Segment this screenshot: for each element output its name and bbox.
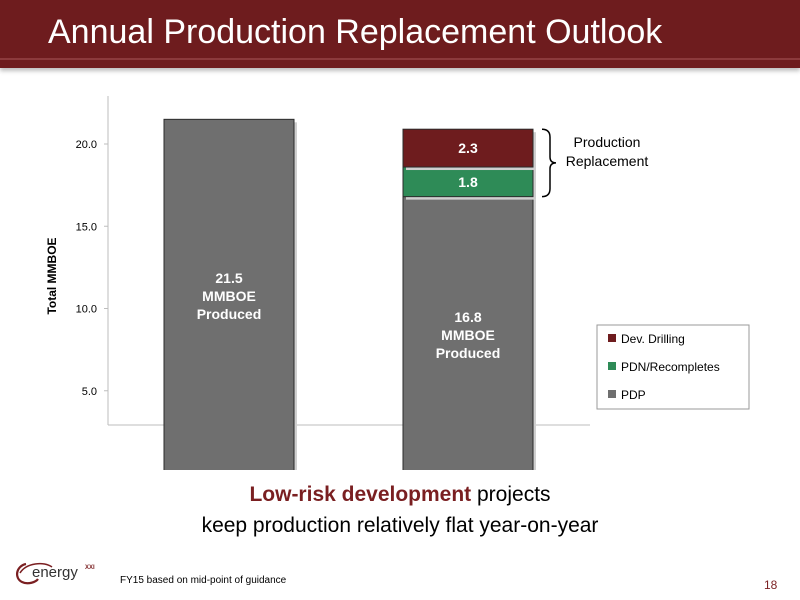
legend-box xyxy=(596,324,750,410)
logo-text: energy xyxy=(32,564,78,581)
subtitle-line-1: Low-risk development projects xyxy=(0,483,800,507)
data-label: MMBOE xyxy=(202,288,256,304)
bar-pdp xyxy=(402,196,534,470)
legend-swatch xyxy=(608,390,616,398)
title-bar: Annual Production Replacement Outlook xyxy=(0,0,800,68)
annotation-label: Production xyxy=(574,134,641,150)
legend-entry: PDP xyxy=(621,388,646,402)
data-label: Produced xyxy=(197,306,262,322)
subtitle-line-2: keep production relatively flat year-on-… xyxy=(201,514,599,537)
data-label: 1.8 xyxy=(458,174,478,190)
annotation-label: Replacement xyxy=(566,153,649,169)
y-tick-label: 15.0 xyxy=(76,221,97,233)
y-tick-label: 10.0 xyxy=(76,304,97,316)
legend-swatch xyxy=(608,334,616,342)
data-label: 2.3 xyxy=(458,140,478,156)
bar-pdp xyxy=(163,118,295,470)
data-label: 16.8 xyxy=(454,309,481,325)
bar-dev-drilling xyxy=(402,128,534,168)
y-tick-label: 5.0 xyxy=(82,386,97,398)
page-number: 18 xyxy=(764,578,778,592)
title-underline xyxy=(0,58,800,60)
subtitle-line-1-rest: projects xyxy=(471,483,551,506)
legend-entry: Dev. Drilling xyxy=(621,332,685,346)
legend-swatch xyxy=(608,362,616,370)
page-title: Annual Production Replacement Outlook xyxy=(48,13,663,51)
legend-entry: PDN/Recompletes xyxy=(621,360,720,374)
subtitle-highlight: Low-risk development xyxy=(249,483,472,506)
data-label: 21.5 xyxy=(215,270,242,286)
logo-superscript: XXI xyxy=(85,565,95,571)
footnote: FY15 based on mid-point of guidance xyxy=(120,575,287,586)
energy-xxi-logo: energy XXI xyxy=(16,562,95,585)
y-tick-label: 20.0 xyxy=(76,139,97,151)
y-axis-title: Total MMBOE xyxy=(45,237,59,314)
data-label: Produced xyxy=(436,345,501,361)
data-label: MMBOE xyxy=(441,327,495,343)
bracket-shape xyxy=(541,128,557,198)
